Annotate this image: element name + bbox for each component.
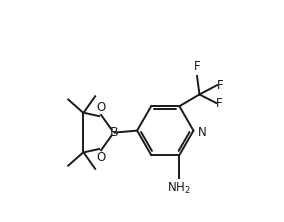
Text: O: O xyxy=(97,151,106,165)
Text: NH$_2$: NH$_2$ xyxy=(168,181,191,196)
Text: F: F xyxy=(216,97,222,109)
Text: O: O xyxy=(97,101,106,114)
Text: F: F xyxy=(217,79,224,92)
Text: N: N xyxy=(198,126,206,139)
Text: B: B xyxy=(110,126,119,139)
Text: F: F xyxy=(194,60,200,73)
